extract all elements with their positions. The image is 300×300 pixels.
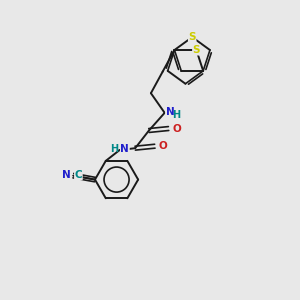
Text: N: N bbox=[62, 170, 70, 180]
Text: O: O bbox=[159, 141, 167, 151]
Text: C: C bbox=[75, 170, 82, 180]
Text: S: S bbox=[188, 32, 196, 42]
Text: S: S bbox=[193, 45, 200, 55]
Text: N: N bbox=[121, 144, 129, 154]
Text: H: H bbox=[110, 144, 118, 154]
Text: O: O bbox=[172, 124, 181, 134]
Text: H: H bbox=[172, 110, 181, 120]
Text: N: N bbox=[166, 107, 174, 117]
